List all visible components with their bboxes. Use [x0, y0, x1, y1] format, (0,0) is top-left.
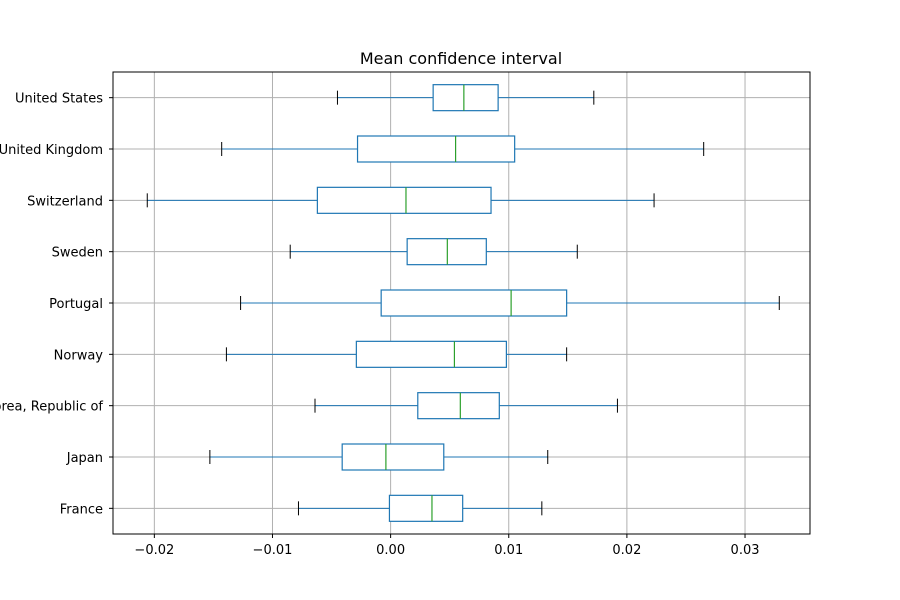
iqr-box: [417, 392, 500, 420]
x-tick-label: −0.02: [134, 543, 174, 558]
y-tick-label: Switzerland: [27, 194, 103, 209]
x-axis: −0.02 −0.01 0.00 0.01 0.02 0.03: [134, 534, 760, 558]
chart-title: Mean confidence interval: [360, 49, 562, 68]
y-tick-label: France: [60, 502, 103, 517]
y-tick-label: Portugal: [49, 297, 103, 312]
iqr-box: [341, 443, 445, 471]
iqr-box: [380, 289, 568, 317]
iqr-box: [432, 84, 499, 112]
x-tick-label: 0.01: [494, 543, 523, 558]
x-tick-label: 0.00: [376, 543, 405, 558]
box-france: [297, 494, 543, 522]
x-tick-label: 0.02: [612, 543, 641, 558]
iqr-box: [316, 186, 492, 214]
box-norway: [225, 340, 568, 368]
y-tick-label: United Kingdom: [0, 143, 103, 158]
iqr-box: [388, 494, 464, 522]
iqr-box: [356, 135, 516, 163]
y-tick-label: Japan: [66, 451, 103, 466]
y-tick-label: Korea, Republic of: [0, 400, 103, 415]
box-sweden: [289, 238, 578, 266]
x-tick-label: 0.03: [731, 543, 760, 558]
y-tick-label: United States: [15, 92, 103, 107]
box-portugal: [240, 289, 780, 317]
y-tick-label: Norway: [54, 348, 104, 363]
box-united-kingdom: [221, 135, 705, 163]
box-japan: [209, 443, 549, 471]
box-switzerland: [146, 186, 655, 214]
box-korea-republic-of: [314, 392, 618, 420]
iqr-box: [355, 340, 507, 368]
x-tick-label: −0.01: [253, 543, 293, 558]
boxes: [146, 84, 780, 522]
box-united-states: [336, 84, 595, 112]
y-axis: United States United Kingdom Switzerland Sw…: [0, 92, 113, 517]
y-tick-label: Sweden: [52, 246, 103, 261]
